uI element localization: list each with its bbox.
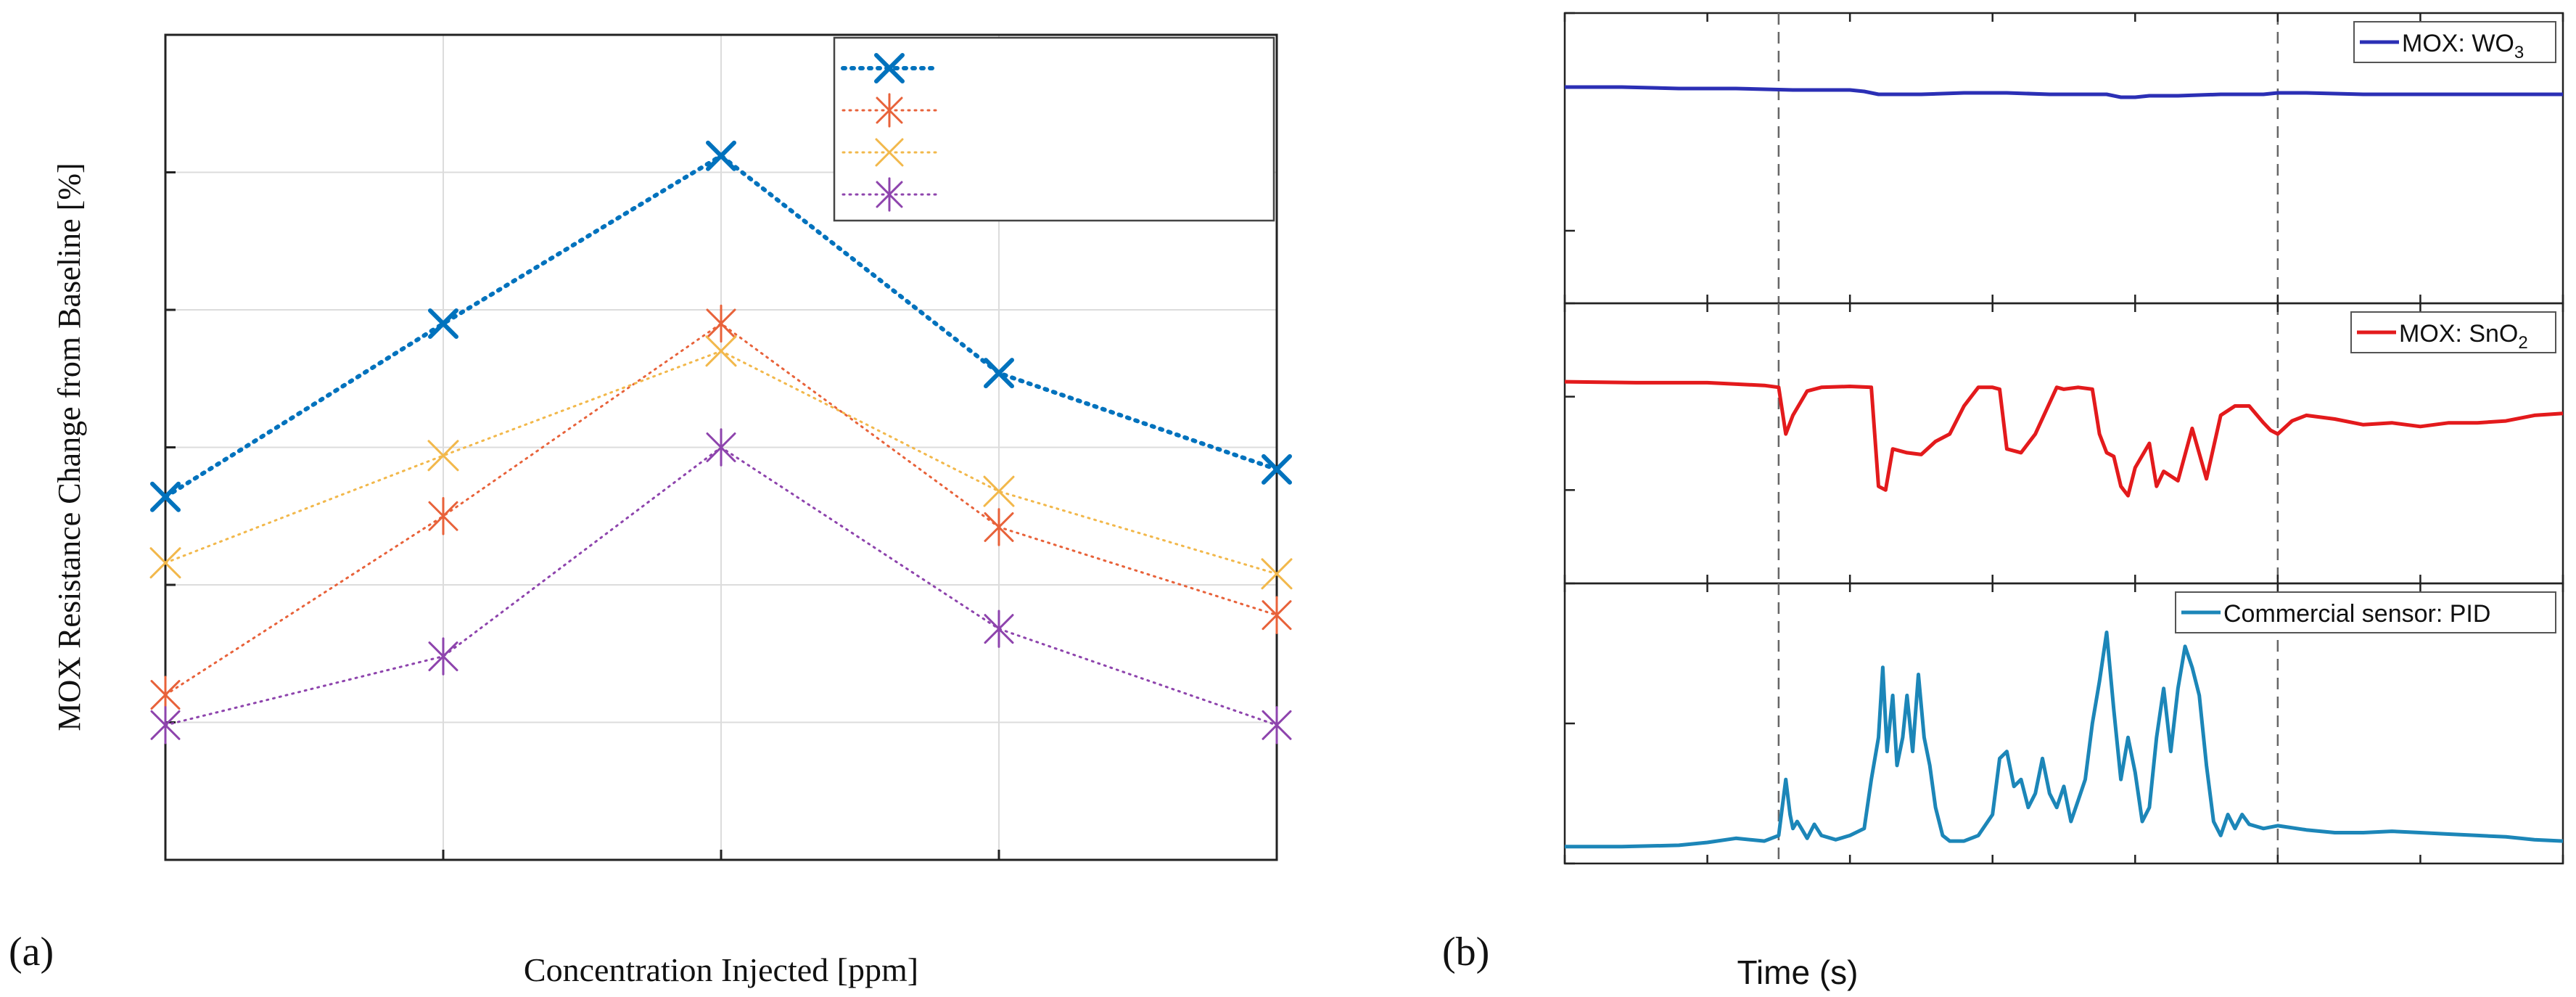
legend-text: MOX: SnO bbox=[2399, 320, 2518, 348]
panel-b-subplots: MOX: WO3 MOX: SnO2 Commercial sensor: PID bbox=[1563, 12, 2564, 865]
legend-label: MOX: SnO2 bbox=[2399, 320, 2528, 353]
data-point-marker bbox=[984, 610, 1014, 648]
subplot-3: Commercial sensor: PID bbox=[1563, 582, 2564, 865]
data-point-marker bbox=[150, 706, 181, 744]
data-point-marker bbox=[428, 497, 458, 536]
panel-a: MOX Resistance Change from Baseline [%] … bbox=[9, 33, 1293, 988]
data-point-marker bbox=[706, 304, 736, 343]
data-point-marker bbox=[428, 308, 458, 339]
legend-entry bbox=[841, 53, 938, 83]
legend-entry bbox=[841, 138, 937, 167]
subplot-legend: MOX: SnO2 bbox=[2350, 311, 2556, 353]
subplot-1: MOX: WO3 bbox=[1563, 12, 2564, 305]
data-point-marker bbox=[984, 358, 1014, 389]
data-point-marker bbox=[984, 508, 1014, 546]
legend-text: Commercial sensor: PID bbox=[2223, 600, 2490, 628]
data-point-marker bbox=[150, 481, 181, 512]
data-point-marker bbox=[427, 440, 459, 472]
data-point-marker bbox=[983, 475, 1015, 507]
legend-box bbox=[2175, 591, 2556, 633]
data-point-marker bbox=[705, 335, 737, 367]
series-mox2-facing-end bbox=[150, 428, 1292, 744]
series-mox-1-facing-left bbox=[150, 140, 1292, 512]
data-point-marker bbox=[1262, 454, 1292, 485]
subplot-2: MOX: SnO2 bbox=[1563, 302, 2564, 585]
legend-marker bbox=[874, 53, 905, 83]
data-point-marker bbox=[706, 428, 736, 467]
legend-label: Commercial sensor: PID bbox=[2223, 600, 2490, 628]
legend-marker bbox=[875, 138, 904, 167]
data-point-marker bbox=[1261, 558, 1293, 590]
panel-a-legend-box bbox=[833, 36, 1275, 222]
data-point-marker bbox=[1262, 706, 1292, 744]
panel-a-y-ticks bbox=[165, 33, 176, 861]
panel-a-y-axis-label: MOX Resistance Change from Baseline [%] bbox=[52, 163, 87, 731]
series-mox-2-facing-left bbox=[150, 304, 1292, 714]
panel-a-x-ticks bbox=[164, 850, 1278, 860]
legend-text: MOX: WO bbox=[2402, 30, 2514, 57]
panel-a-legend bbox=[833, 36, 1275, 222]
data-point-marker bbox=[428, 637, 458, 676]
series-trace bbox=[1564, 379, 2564, 498]
series-trace bbox=[1565, 85, 2563, 99]
panel-a-label: (a) bbox=[9, 930, 54, 975]
data-point-marker bbox=[1262, 596, 1292, 634]
legend-label: MOX: WO3 bbox=[2402, 30, 2524, 62]
subplot-legend: MOX: WO3 bbox=[2353, 21, 2556, 63]
legend-entry bbox=[841, 93, 937, 128]
subplot-legend: Commercial sensor: PID bbox=[2175, 591, 2556, 633]
panel-a-x-axis-label: Concentration Injected [ppm] bbox=[524, 951, 918, 988]
series-mox-1-facing-end bbox=[149, 335, 1293, 590]
series-trace bbox=[1565, 631, 2564, 849]
legend-marker bbox=[876, 177, 903, 212]
legend-subscript: 3 bbox=[2514, 43, 2524, 62]
legend-entry bbox=[841, 177, 937, 212]
legend-marker bbox=[876, 93, 903, 128]
data-point-marker bbox=[149, 547, 181, 579]
panel-b-label: (b) bbox=[1442, 930, 1489, 975]
panel-b-x-axis-label: Time (s) bbox=[1737, 953, 1859, 991]
panel-a-series bbox=[149, 140, 1293, 744]
data-point-marker bbox=[706, 140, 736, 171]
legend-subscript: 2 bbox=[2518, 333, 2527, 353]
